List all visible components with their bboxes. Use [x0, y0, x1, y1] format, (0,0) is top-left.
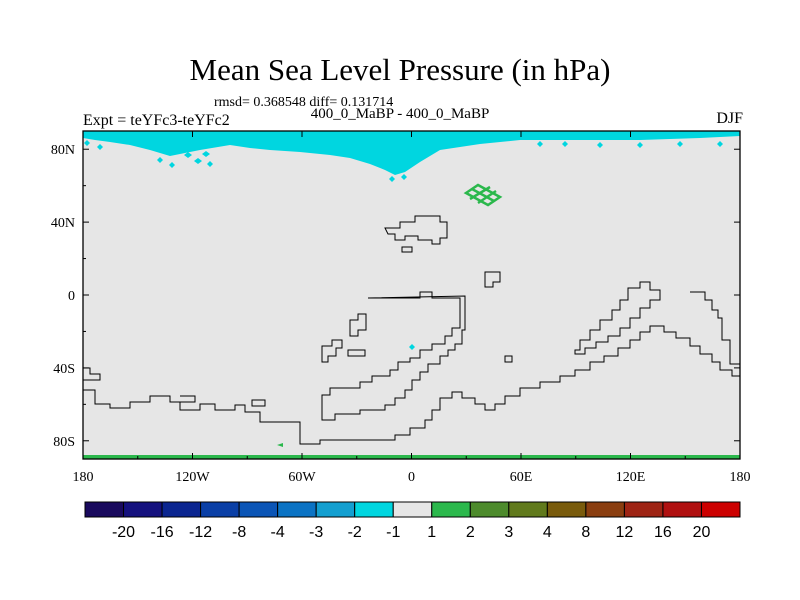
colorbar-label: -12: [189, 524, 212, 541]
x-tick-label: 180: [730, 470, 751, 485]
y-tick-label: 80N: [51, 143, 75, 158]
colorbar-swatch: [662, 501, 702, 518]
colorbar-label: -3: [309, 524, 323, 541]
colorbar-swatch: [123, 501, 163, 518]
x-axis: 180 120W 60W 0 60E 120E 180: [73, 131, 751, 485]
colorbar-swatch: [508, 501, 548, 518]
stats-text: rmsd= 0.368548 diff= 0.131714: [214, 95, 394, 110]
x-tick-label: 60E: [510, 470, 533, 485]
colorbar-label: 1: [427, 524, 436, 541]
x-tick-label: 60W: [288, 470, 316, 485]
colorbar: -20 -16 -12 -8 -4 -3 -2 -1 1 2 3 4 8 12 16 20: [84, 501, 741, 541]
y-tick-label: 80S: [53, 435, 75, 450]
colorbar-label: 3: [504, 524, 513, 541]
colorbar-label: 20: [693, 524, 711, 541]
y-tick-label: 40S: [53, 362, 75, 377]
colorbar-label: 12: [616, 524, 634, 541]
colorbar-swatch: [315, 501, 356, 518]
colorbar-swatch: [200, 501, 240, 518]
colorbar-label: 4: [543, 524, 552, 541]
arctic-negative-band: [83, 131, 740, 175]
colorbar-label: 8: [581, 524, 590, 541]
colorbar-label: -20: [112, 524, 135, 541]
colorbar-label: -16: [150, 524, 173, 541]
y-tick-label: 40N: [51, 216, 75, 231]
colorbar-label: -4: [271, 524, 285, 541]
colorbar-label: -8: [232, 524, 246, 541]
siberia-positive-patch: [463, 183, 503, 207]
colorbar-swatch: [700, 501, 741, 518]
colorbar-label: -2: [348, 524, 362, 541]
colorbar-label: 2: [466, 524, 475, 541]
x-tick-label: 0: [408, 470, 415, 485]
coastlines: [83, 215, 741, 445]
colorbar-swatch: [585, 501, 625, 518]
colorbar-swatch: [623, 501, 664, 518]
colorbar-swatch: [469, 501, 510, 518]
y-axis: 80N 40N 0 40S 80S: [51, 143, 740, 450]
colorbar-swatch: [431, 501, 471, 518]
experiment-label: Expt = teYFc3-teYFc2: [83, 112, 230, 129]
x-tick-label: 120E: [616, 470, 646, 485]
colorbar-swatch: [354, 501, 394, 518]
colorbar-swatch: [392, 501, 433, 518]
colorbar-swatch: [546, 501, 587, 518]
arctic-scatter: [84, 140, 723, 350]
season-label: DJF: [716, 110, 743, 127]
small-positive-cell: [277, 443, 283, 447]
colorbar-swatch: [84, 501, 125, 518]
colorbar-label: 16: [654, 524, 672, 541]
x-tick-label: 120W: [175, 470, 210, 485]
map-background: [83, 131, 740, 459]
y-tick-label: 0: [68, 289, 75, 304]
chart-subtitle: 400_0_MaBP - 400_0_MaBP: [310, 106, 490, 122]
chart-title: Mean Sea Level Pressure (in hPa): [189, 52, 611, 87]
colorbar-label: -1: [386, 524, 400, 541]
colorbar-swatch: [161, 501, 202, 518]
x-tick-label: 180: [73, 470, 94, 485]
colorbar-swatch: [277, 501, 317, 518]
colorbar-swatch: [238, 501, 279, 518]
